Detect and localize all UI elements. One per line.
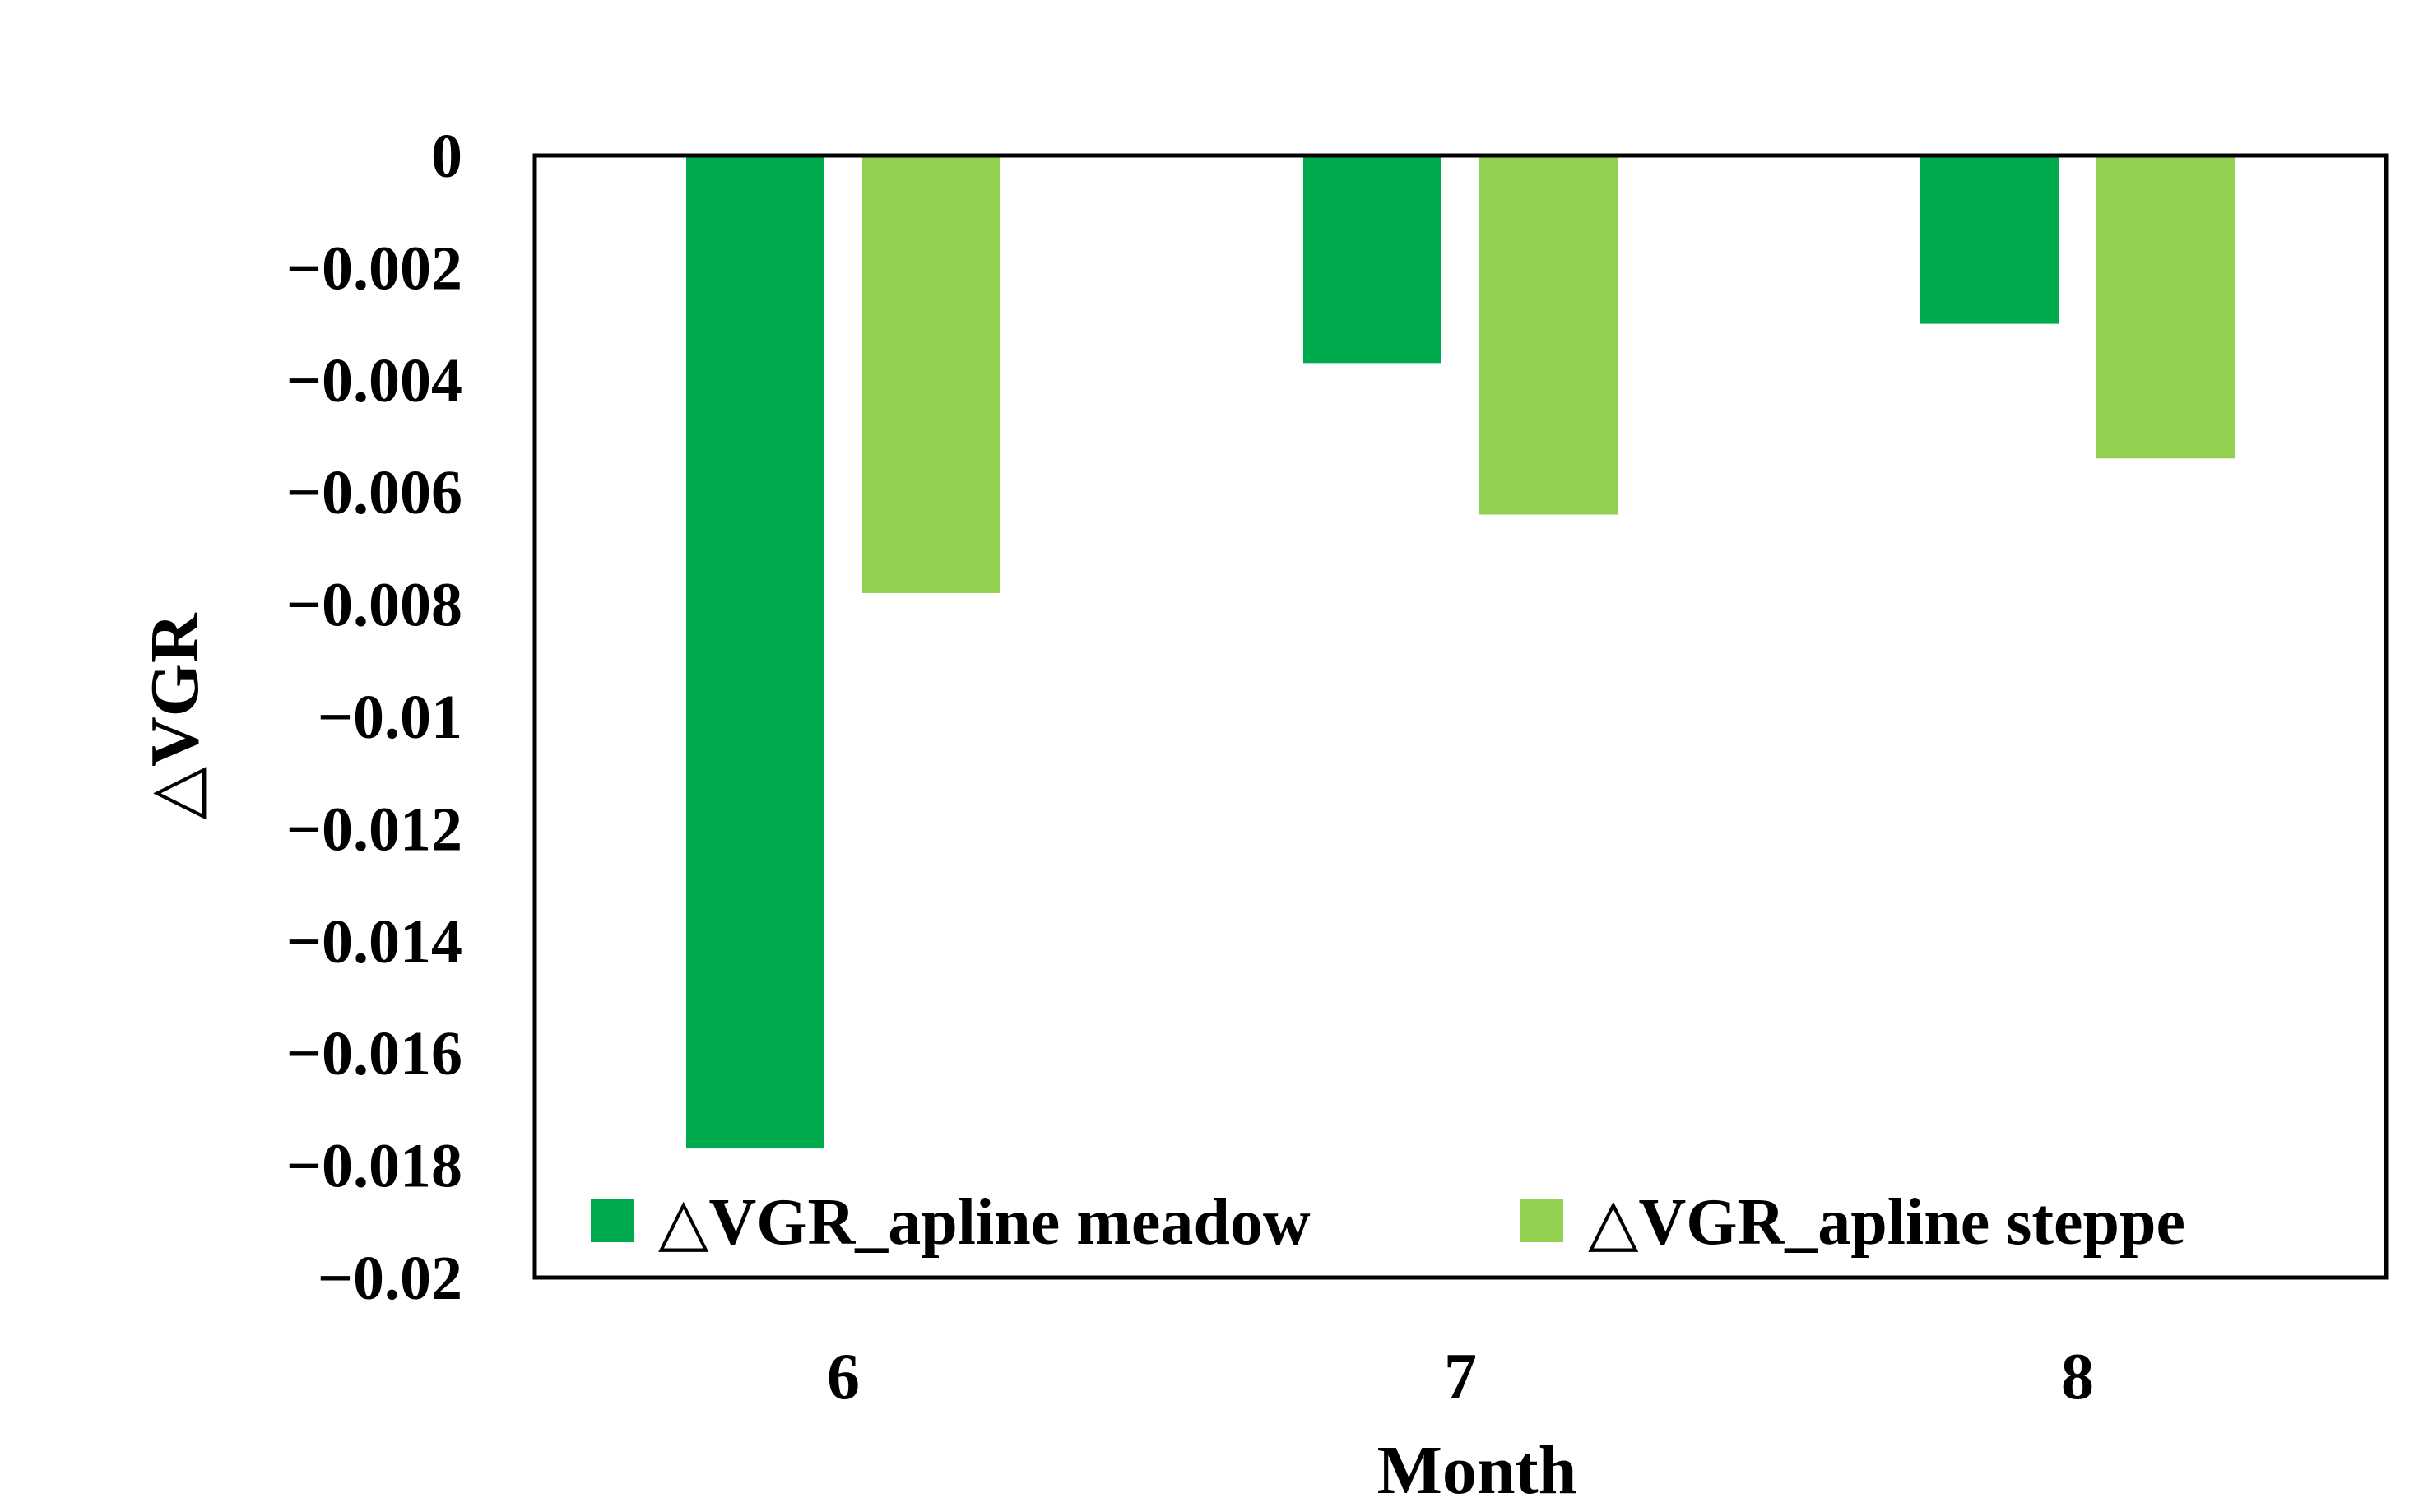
bar-vgr-apline-steppe-month-8: [2096, 155, 2235, 459]
x-tick-label: 7: [1444, 1341, 1477, 1413]
bar-vgr-apline-meadow-month-7: [1303, 155, 1441, 364]
bars-layer: [686, 155, 2235, 1149]
bar-vgr-apline-steppe-month-7: [1479, 155, 1618, 515]
y-axis-ticks: 0 −0.002 −0.004 −0.006 −0.008 −0.01 −0.012 −0.0…: [286, 122, 462, 1313]
y-tick-label: 0: [431, 122, 462, 191]
y-tick-label: −0.016: [286, 1019, 462, 1088]
legend: △VGR_apline meadow △VGR_apline steppe: [591, 1186, 2185, 1259]
y-tick-label: −0.014: [286, 907, 462, 976]
y-tick-label: −0.018: [286, 1132, 462, 1201]
legend-label: △VGR_apline meadow: [658, 1186, 1311, 1259]
y-axis-title: △VGR: [137, 612, 213, 820]
y-tick-label: −0.01: [318, 683, 462, 752]
y-tick-label: −0.008: [286, 571, 462, 640]
y-tick-label: −0.006: [286, 458, 462, 527]
y-tick-label: −0.002: [286, 234, 462, 303]
legend-swatch: [1520, 1199, 1563, 1242]
legend-label: △VGR_apline steppe: [1588, 1186, 2185, 1259]
x-tick-label: 6: [827, 1341, 860, 1413]
y-tick-label: −0.004: [286, 346, 462, 415]
x-axis-title: Month: [1377, 1432, 1577, 1508]
plot-area-frame: [532, 153, 2389, 1280]
bar-vgr-apline-meadow-month-8: [1920, 155, 2059, 324]
bar-vgr-apline-meadow-month-6: [686, 155, 824, 1149]
legend-swatch: [591, 1199, 634, 1242]
y-tick-label: −0.012: [286, 795, 462, 864]
y-tick-label: −0.02: [318, 1244, 462, 1313]
x-axis-ticks: 6 7 8: [827, 1341, 2094, 1413]
bar-vgr-apline-steppe-month-6: [862, 155, 1000, 593]
x-tick-label: 8: [2061, 1341, 2094, 1413]
